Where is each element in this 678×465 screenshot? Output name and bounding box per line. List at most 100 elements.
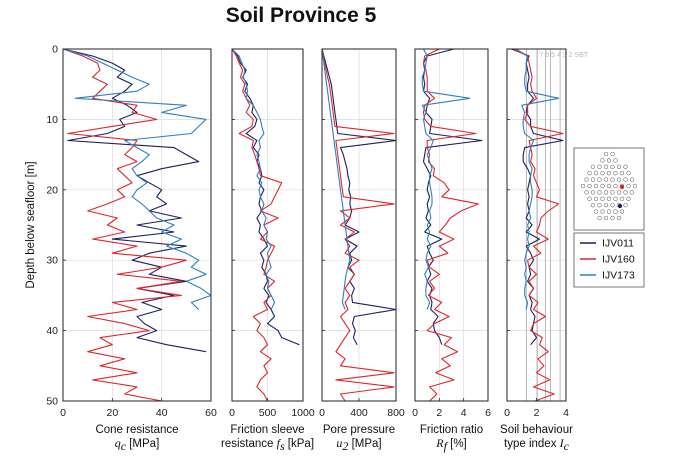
map-site-marker xyxy=(600,171,605,176)
y-tick-label: 0 xyxy=(52,44,58,56)
x-axis-subscript: 2 xyxy=(342,439,348,453)
x-tick-label: 6 xyxy=(485,407,491,419)
x-axis-subscript: f xyxy=(444,439,449,453)
map-site-marker xyxy=(587,183,592,189)
y-tick-label: 50 xyxy=(46,396,58,408)
x-tick-label: 2 xyxy=(436,407,442,419)
x-tick-label: 800 xyxy=(387,407,405,419)
map-site-marker xyxy=(623,190,628,195)
map-site-marker xyxy=(590,190,596,195)
map-site-marker xyxy=(606,209,612,214)
map-site-marker xyxy=(626,171,631,176)
x-axis-label-line1: Cone resistance xyxy=(95,424,178,436)
map-site-marker xyxy=(616,164,622,169)
map-site-marker xyxy=(590,164,596,169)
x-axis-symbol: q xyxy=(115,436,121,450)
x-axis-subscript: c xyxy=(121,439,127,453)
x-tick-label: 40 xyxy=(156,407,168,419)
x-axis-label-line2: type index Ic xyxy=(504,436,570,453)
map-site-marker xyxy=(600,196,605,201)
series-ijv160-ic xyxy=(512,48,564,402)
panel-frame xyxy=(414,48,489,402)
map-site-marker xyxy=(597,190,602,195)
series-ijv160-qc xyxy=(62,48,187,402)
series-ijv173-qc xyxy=(62,48,212,310)
map-site-marker xyxy=(600,158,605,163)
map-site-marker xyxy=(613,183,618,189)
x-axis-subscript: s xyxy=(280,439,285,453)
map-site-marker xyxy=(619,171,625,176)
map-site-marker xyxy=(584,190,589,195)
map-site-marker xyxy=(626,183,631,189)
series-ijv160-fs xyxy=(231,48,283,402)
series-ijv160-u2 xyxy=(321,48,395,402)
x-tick-label: 500 xyxy=(259,407,277,419)
map-site-marker xyxy=(593,183,599,189)
map-site-marker xyxy=(606,171,612,176)
x-axis-label-line2: qc [MPa] xyxy=(115,436,160,453)
map-site-marker xyxy=(616,177,622,182)
series-ijv011-qc xyxy=(62,48,207,353)
x-tick-label: 1000 xyxy=(291,407,315,419)
legend-label-ijv173: IJV173 xyxy=(602,270,635,282)
series-ijv011-rf xyxy=(422,48,483,345)
x-axis-unit: [kPa] xyxy=(285,438,314,450)
map-site-marker xyxy=(619,196,625,201)
map-site-marker xyxy=(593,209,599,214)
series-ijv011-u2 xyxy=(321,48,397,345)
map-site-marker xyxy=(610,164,615,169)
map-site-marker xyxy=(590,177,596,182)
map-site-marker xyxy=(626,196,631,201)
map-site-marker xyxy=(606,196,612,201)
map-site-marker xyxy=(587,196,592,201)
x-axis-label-prefix: type index xyxy=(504,438,560,450)
map-site-marker xyxy=(610,177,615,182)
x-axis-label-line1: Pore pressure xyxy=(323,424,395,436)
x-tick-label: 0 xyxy=(504,407,510,419)
x-axis-unit: [MPa] xyxy=(348,438,381,450)
x-axis-label-line1: Soil behaviour xyxy=(500,424,573,436)
y-axis-label: Depth below seafloor [m] xyxy=(25,161,37,288)
figure-title: Soil Province 5 xyxy=(225,4,377,27)
map-site-marker xyxy=(603,203,609,208)
map-site-marker xyxy=(600,183,605,189)
map-site-marker xyxy=(623,164,628,169)
map-site-marker xyxy=(606,158,612,163)
map-site-marker xyxy=(613,196,618,201)
x-tick-label: 0 xyxy=(412,407,418,419)
x-axis-symbol: I xyxy=(559,436,565,450)
map-site-marker xyxy=(597,177,602,182)
map-site-marker xyxy=(629,190,635,195)
x-tick-label: 4 xyxy=(563,407,569,419)
map-site-marker xyxy=(610,151,615,157)
x-tick-label: 400 xyxy=(350,407,368,419)
map-site-marker xyxy=(619,209,625,214)
x-axis-label-line2: resistance fs [kPa] xyxy=(221,436,314,453)
map-site-marker xyxy=(632,183,638,189)
panel-frame xyxy=(62,48,212,402)
x-axis-label-prefix: resistance xyxy=(221,438,277,450)
map-site-marker xyxy=(603,215,609,221)
y-tick-label: 10 xyxy=(46,114,58,126)
series-ijv173-u2 xyxy=(321,48,351,310)
map-site-marker xyxy=(613,209,618,214)
map-site-marker xyxy=(610,190,615,195)
map-site-marker xyxy=(610,215,615,221)
site-location-map xyxy=(573,147,645,231)
map-site-marker xyxy=(606,183,612,189)
map-site-marker xyxy=(610,203,615,208)
x-axis-symbol: R xyxy=(435,436,444,450)
map-site-marker xyxy=(603,164,609,169)
legend-box xyxy=(573,232,645,288)
x-axis-label-line2: u2 [MPa] xyxy=(336,436,381,453)
x-tick-label: 20 xyxy=(106,407,118,419)
map-site-marker xyxy=(597,215,602,221)
map-site-marker xyxy=(603,151,609,157)
